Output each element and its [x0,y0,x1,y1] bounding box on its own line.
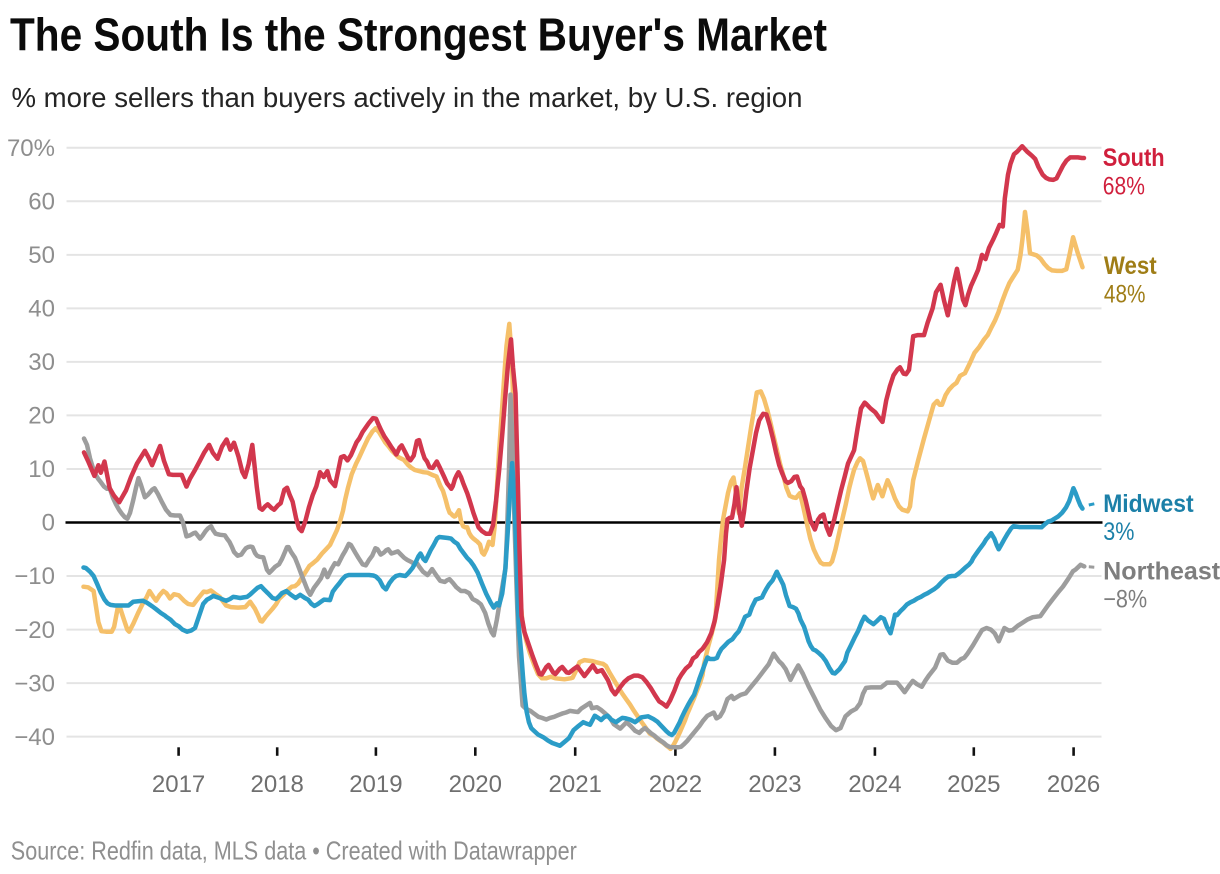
svg-text:70%: 70% [7,135,55,162]
svg-text:Northeast: Northeast [1103,557,1220,585]
svg-text:60: 60 [28,189,55,216]
svg-text:2022: 2022 [649,771,702,798]
svg-text:−30: −30 [14,670,55,697]
svg-text:2019: 2019 [349,771,402,798]
svg-text:% more sellers than buyers act: % more sellers than buyers actively in t… [12,82,803,113]
svg-text:−40: −40 [14,724,55,751]
svg-text:10: 10 [28,456,55,483]
svg-text:3%: 3% [1103,518,1134,546]
svg-text:68%: 68% [1103,173,1145,201]
svg-text:48%: 48% [1104,280,1146,308]
svg-text:50: 50 [28,242,55,269]
svg-text:2026: 2026 [1047,771,1100,798]
svg-text:−10: −10 [14,563,55,590]
svg-text:−8%: −8% [1103,585,1147,613]
svg-text:2023: 2023 [748,771,801,798]
svg-text:30: 30 [28,349,55,376]
svg-text:2021: 2021 [549,771,602,798]
svg-text:20: 20 [28,403,55,430]
svg-text:2020: 2020 [449,771,502,798]
svg-text:2018: 2018 [251,771,304,798]
svg-text:−20: −20 [14,617,55,644]
svg-text:2017: 2017 [152,771,205,798]
svg-text:40: 40 [28,296,55,323]
svg-text:The South Is the Strongest Buy: The South Is the Strongest Buyer's Marke… [10,9,827,61]
svg-text:0: 0 [42,510,55,537]
svg-text:2025: 2025 [947,771,1000,798]
svg-text:Source: Redfin data, MLS data: Source: Redfin data, MLS data • Created … [11,836,577,866]
svg-text:West: West [1104,252,1157,280]
svg-text:Midwest: Midwest [1103,490,1194,518]
svg-text:South: South [1103,144,1165,172]
svg-text:2024: 2024 [848,771,901,798]
